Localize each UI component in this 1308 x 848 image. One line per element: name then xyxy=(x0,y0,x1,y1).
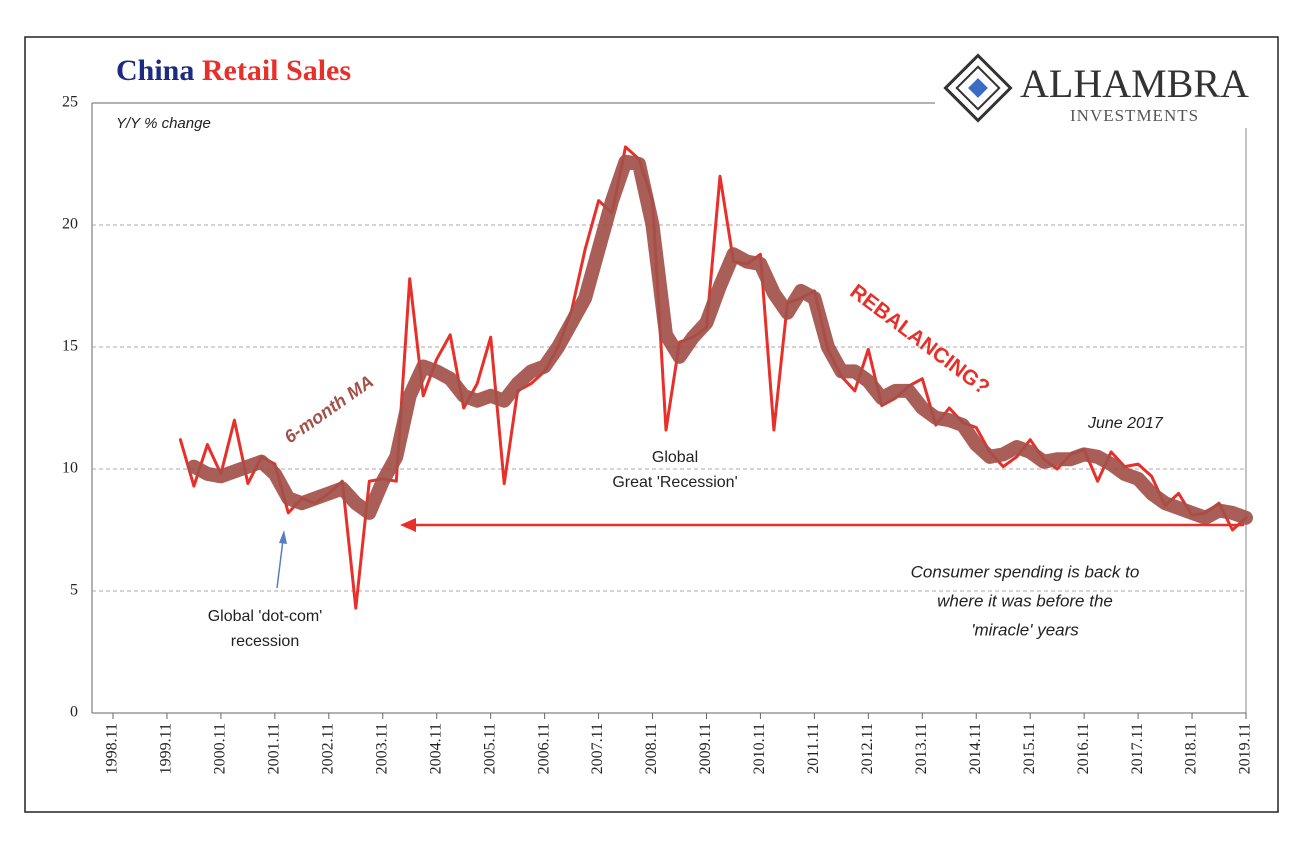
x-tick-label: 2006.11 xyxy=(535,723,552,774)
arrow-line xyxy=(276,539,284,589)
x-tick-label: 2015.11 xyxy=(1021,723,1038,774)
x-tick-label: 2002.11 xyxy=(319,723,336,774)
annotation: Global 'dot-com' xyxy=(208,608,323,625)
y-axis-label: Y/Y % change xyxy=(116,115,211,132)
logo-tagline: INVESTMENTS xyxy=(1070,106,1199,125)
x-tick-label: 2016.11 xyxy=(1075,723,1092,774)
series-line xyxy=(178,145,1248,610)
annotation: 'miracle' years xyxy=(971,620,1079,639)
arrow-head xyxy=(279,530,287,544)
annotation: Great 'Recession' xyxy=(612,474,737,491)
x-tick-label: 2004.11 xyxy=(427,723,444,774)
x-tick-label: 2019.11 xyxy=(1237,723,1254,774)
annotation: 6-month MA xyxy=(281,371,378,447)
y-tick-label: 20 xyxy=(62,216,78,233)
annotation: June 2017 xyxy=(1087,415,1164,432)
x-tick-label: 2005.11 xyxy=(481,723,498,774)
x-tick-label: 1998.11 xyxy=(104,723,121,774)
x-tick-label: 2007.11 xyxy=(589,723,606,774)
x-tick-label: 2008.11 xyxy=(643,723,660,774)
x-tick-label: 2000.11 xyxy=(212,723,229,774)
x-tick-label: 1999.11 xyxy=(158,723,175,774)
annotation: where it was before the xyxy=(937,591,1113,610)
x-tick-label: 2014.11 xyxy=(967,723,984,774)
y-tick-label: 0 xyxy=(70,704,78,721)
y-tick-label: 15 xyxy=(62,338,78,355)
y-tick-label: 5 xyxy=(70,582,78,599)
frame xyxy=(24,36,1279,813)
logo-mark xyxy=(943,53,1013,123)
x-tick-label: 2013.11 xyxy=(913,723,930,774)
y-tick-label: 25 xyxy=(62,94,78,111)
x-tick-label: 2012.11 xyxy=(859,723,876,774)
x-tick-label: 2001.11 xyxy=(266,723,283,774)
arrow-head xyxy=(400,518,416,532)
x-tick-label: 2011.11 xyxy=(805,723,822,774)
logo-name: ALHAMBRA xyxy=(1020,61,1249,106)
x-tick-label: 2009.11 xyxy=(697,723,714,774)
x-tick-label: 2010.11 xyxy=(751,723,768,774)
annotation: recession xyxy=(231,633,299,650)
annotation: Consumer spending is back to xyxy=(911,562,1140,581)
series-line xyxy=(186,154,1253,525)
x-tick-label: 2018.11 xyxy=(1183,723,1200,774)
annotation: Global xyxy=(652,449,698,466)
x-tick-label: 2003.11 xyxy=(373,723,390,774)
chart-title: China Retail Sales xyxy=(116,54,351,87)
y-tick-label: 10 xyxy=(62,460,78,477)
x-tick-label: 2017.11 xyxy=(1129,723,1146,774)
